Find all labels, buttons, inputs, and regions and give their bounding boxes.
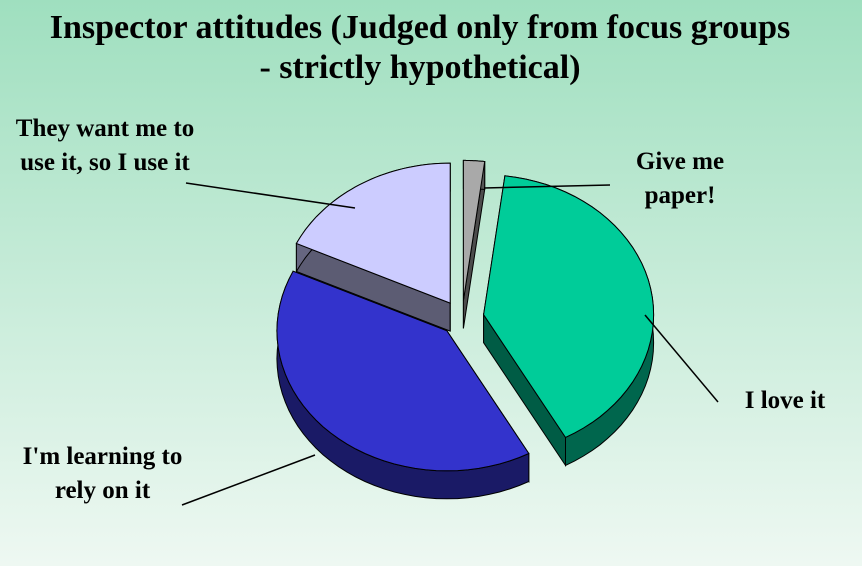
slice bbox=[276, 270, 530, 472]
slice bbox=[462, 159, 486, 301]
slice-label: They want me to use it, so I use it bbox=[15, 115, 195, 176]
slice-label: I love it bbox=[744, 387, 826, 414]
leader-line bbox=[185, 182, 356, 209]
slice bbox=[295, 162, 451, 304]
slice bbox=[483, 175, 655, 439]
leader-line bbox=[181, 454, 316, 506]
leader-line bbox=[644, 314, 719, 403]
chart-title: Inspector attitudes (Judged only from fo… bbox=[49, 9, 791, 86]
slice-label: Give me paper! bbox=[635, 148, 725, 209]
slice-label: I'm learning to rely on it bbox=[22, 443, 183, 504]
leader-line bbox=[483, 184, 611, 189]
